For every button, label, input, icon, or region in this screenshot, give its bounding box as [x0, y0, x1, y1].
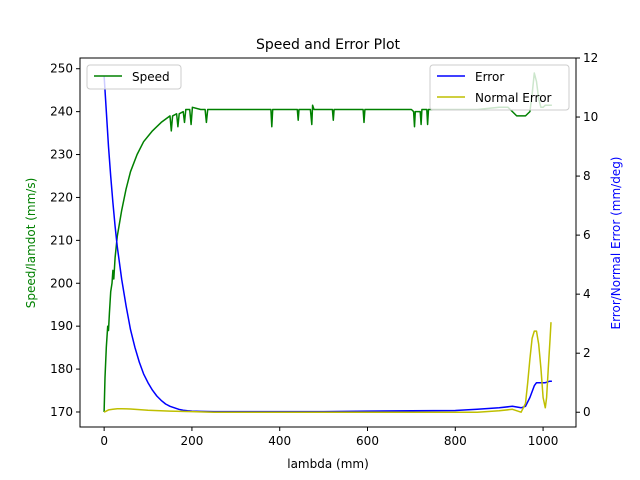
left-y-tick-label: 170: [50, 405, 73, 419]
legend-normal-error-label: Normal Error: [475, 91, 552, 105]
left-y-axis: 170 180 190 200 210 220 230 240 250: [50, 62, 80, 419]
legend-speed: Speed: [86, 64, 182, 90]
left-y-tick-label: 190: [50, 319, 73, 333]
right-y-axis: 0 2 4 6 8 10 12: [576, 51, 598, 419]
plot-frame: [79, 57, 577, 428]
left-y-tick-label: 210: [50, 233, 73, 247]
x-axis: 0 200 400 600 800 1000: [100, 427, 558, 448]
x-tick-label: 600: [356, 434, 379, 448]
right-y-tick-label: 4: [583, 287, 591, 301]
legend-error: Error Normal Error: [429, 64, 570, 111]
x-tick-label: 800: [444, 434, 467, 448]
right-y-tick-label: 6: [583, 228, 591, 242]
left-y-tick-label: 180: [50, 362, 73, 376]
left-y-tick-label: 250: [50, 62, 73, 76]
chart-title: Speed and Error Plot: [256, 37, 401, 53]
series-line-normal-error: [103, 322, 552, 413]
x-axis-label: lambda (mm): [287, 457, 369, 471]
x-tick-label: 0: [100, 434, 108, 448]
left-y-tick-label: 240: [50, 105, 73, 119]
x-tick-label: 400: [268, 434, 291, 448]
right-y-tick-label: 8: [583, 169, 591, 183]
left-y-tick-label: 220: [50, 190, 73, 204]
left-y-tick-label: 200: [50, 276, 73, 290]
right-y-tick-label: 2: [583, 346, 591, 360]
series-line-error: [103, 75, 552, 413]
legend-error-label: Error: [475, 70, 504, 84]
x-tick-label: 1000: [528, 434, 559, 448]
left-y-tick-label: 230: [50, 148, 73, 162]
x-tick-label: 200: [180, 434, 203, 448]
legend-speed-label: Speed: [132, 70, 170, 84]
right-y-tick-label: 0: [583, 405, 591, 419]
left-y-axis-label: Speed/lamdot (mm/s): [24, 178, 38, 309]
right-y-tick-label: 10: [583, 110, 598, 124]
right-y-axis-label: Error/Normal Error (mm/deg): [609, 157, 623, 330]
legend-speed-box: [86, 64, 182, 90]
right-y-tick-label: 12: [583, 51, 598, 65]
